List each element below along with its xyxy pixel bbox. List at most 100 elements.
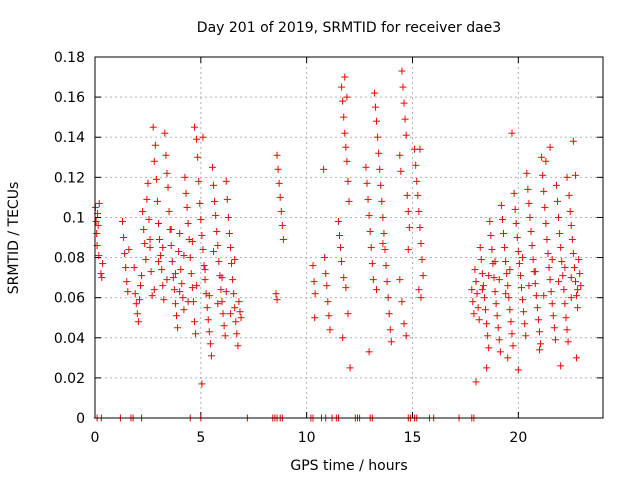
data-point: [144, 179, 152, 187]
data-point: [386, 326, 394, 334]
data-point: [371, 103, 379, 111]
data-point: [514, 248, 522, 256]
data-point: [334, 217, 342, 225]
data-point: [494, 324, 502, 332]
data-point: [468, 286, 476, 294]
data-point: [548, 256, 556, 264]
data-point: [340, 113, 348, 121]
data-point: [176, 229, 184, 237]
data-point: [233, 330, 241, 338]
x-axis-title: GPS time / hours: [290, 458, 407, 474]
x-axis: 0 5 10 15 20: [91, 57, 527, 446]
data-point: [171, 300, 179, 308]
data-point: [134, 318, 142, 326]
data-point: [276, 193, 284, 201]
data-point: [531, 280, 539, 288]
y-tick-label: 0.02: [54, 371, 85, 387]
data-point: [226, 310, 234, 318]
data-point: [133, 310, 141, 318]
data-point: [206, 340, 214, 348]
data-point: [491, 288, 499, 296]
data-point: [562, 314, 570, 322]
data-point: [159, 282, 167, 290]
data-point: [210, 248, 218, 256]
data-point: [120, 234, 128, 241]
data-point: [548, 300, 556, 308]
data-point: [163, 276, 171, 284]
data-point: [155, 219, 162, 227]
data-point: [174, 324, 182, 332]
data-point: [130, 264, 138, 272]
data-point: [474, 304, 482, 312]
data-point: [507, 318, 515, 326]
data-point: [513, 234, 521, 241]
data-point: [509, 342, 517, 350]
data-point: [483, 364, 491, 372]
data-point: [365, 211, 373, 219]
data-point: [220, 322, 228, 330]
data-point: [502, 290, 510, 298]
data-point: [223, 195, 231, 203]
data-point: [147, 268, 155, 276]
data-point: [488, 246, 496, 254]
data-point: [504, 354, 512, 362]
data-point: [414, 191, 422, 199]
x-tick-label: 5: [196, 430, 205, 446]
data-point: [231, 256, 239, 264]
data-point: [95, 199, 103, 207]
data-point: [230, 290, 238, 298]
data-point: [149, 123, 157, 131]
data-point: [175, 248, 183, 256]
data-point: [178, 280, 186, 288]
data-point: [338, 258, 346, 266]
data-point: [162, 151, 170, 159]
data-point: [195, 177, 203, 185]
data-point: [503, 270, 511, 278]
data-point: [320, 165, 328, 173]
data-point: [198, 231, 206, 239]
data-point: [563, 173, 571, 181]
data-point: [469, 298, 477, 306]
data-point: [210, 181, 218, 189]
data-point: [204, 316, 212, 324]
data-point: [217, 286, 225, 294]
data-point: [555, 213, 563, 221]
data-point: [376, 165, 384, 173]
data-point: [274, 165, 282, 173]
data-point: [214, 242, 222, 250]
data-point: [473, 290, 481, 298]
data-point: [150, 157, 158, 165]
data-point: [567, 294, 575, 302]
data-point: [577, 282, 585, 290]
data-point: [480, 294, 488, 302]
data-point: [171, 270, 179, 278]
data-point: [339, 334, 347, 342]
data-point: [385, 310, 393, 318]
data-point: [399, 83, 407, 91]
data-point: [550, 324, 558, 332]
data-point: [366, 227, 374, 235]
data-point: [125, 246, 133, 254]
data-point: [574, 286, 582, 294]
data-point: [278, 221, 286, 229]
data-point: [379, 213, 387, 221]
data-point: [95, 252, 103, 260]
data-point: [365, 348, 373, 356]
data-point: [168, 258, 176, 266]
data-point: [383, 278, 391, 286]
data-point: [180, 306, 188, 314]
data-point: [345, 197, 353, 205]
data-point: [198, 380, 206, 388]
data-point: [370, 89, 378, 97]
data-point: [279, 236, 287, 244]
data-point: [228, 260, 236, 268]
data-point: [218, 298, 226, 306]
data-point: [363, 179, 371, 187]
data-point: [398, 67, 406, 75]
data-point: [224, 213, 232, 221]
data-point: [483, 320, 491, 328]
y-tick-label: 0.18: [54, 50, 85, 66]
data-point: [145, 215, 153, 223]
data-point: [545, 264, 553, 272]
y-axis: 0 0.02 0.04 0.06 0.08 0.1 0.12 0.14 0.16 0.18: [54, 50, 603, 427]
